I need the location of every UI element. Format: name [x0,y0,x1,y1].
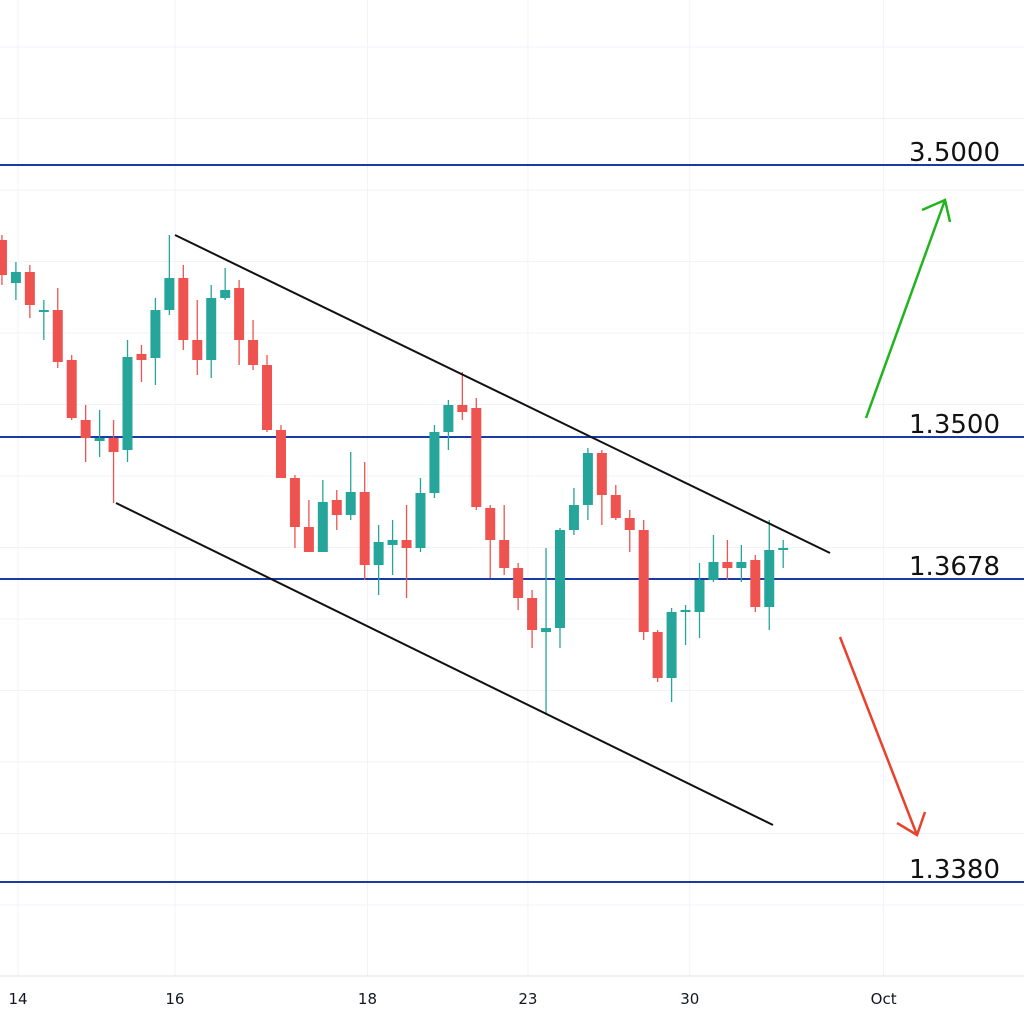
candle-body [401,540,412,548]
candle-body [708,562,719,580]
candle-body [178,278,189,340]
candle-body [289,478,300,527]
candle-body [680,610,691,612]
candle-body [638,530,649,632]
level-label: 3.5000 [909,138,1000,168]
x-tick-label: 30 [680,990,699,1008]
candle-body [764,550,775,607]
candles [0,235,789,715]
candle-body [485,508,496,540]
candle-body [527,598,538,630]
candle-body [429,432,440,493]
candle-body [317,502,328,552]
candle-body [66,360,77,418]
candle-body [499,540,510,568]
candle-body [750,560,761,607]
candle-body [373,542,384,565]
candle-body [164,278,175,310]
candle-body [206,298,217,360]
candle-body [136,354,147,360]
candle-body [248,340,259,365]
level-label: 1.3500 [909,410,1000,440]
candle-body [443,405,454,432]
x-axis-labels: 14 16 18 23 30 Oct [8,990,896,1008]
candle-body [457,405,468,412]
candle-body [359,492,370,565]
candle-body [234,288,245,340]
candle-body [220,290,231,298]
candle-body [387,540,398,545]
candle-body [568,505,579,530]
candle-body [192,340,203,360]
candle-body [150,310,161,358]
candle-body [80,420,91,438]
candle-body [666,612,677,678]
x-tick-label: Oct [871,990,897,1008]
candle-body [275,430,286,478]
arrow-up [864,198,952,419]
candle-body [513,568,524,598]
x-tick-label: 16 [165,990,184,1008]
candle-body [652,632,663,678]
arrow-down [838,636,927,837]
channel-upper [174,234,831,554]
candle-body [52,310,63,362]
x-tick-label: 14 [8,990,27,1008]
candle-body [736,562,747,568]
candle-body [331,500,342,515]
candle-body [610,495,621,518]
candle-body [262,365,273,430]
candle-body [10,272,21,283]
candle-body [415,493,426,548]
candle-body [778,548,789,550]
candle-body [303,527,314,552]
x-tick-label: 18 [358,990,377,1008]
candle-body [94,438,105,441]
candle-body [722,562,733,568]
level-label: 1.3380 [909,855,1000,885]
candle-body [122,357,133,450]
candle-body [345,492,356,515]
candle-body [582,453,593,505]
candle-body [24,272,35,305]
candle-body [624,518,635,530]
levels: 3.5000 1.3500 1.3678 1.3380 [0,138,1024,885]
candle-body [541,628,552,632]
channel-lower [115,502,774,826]
grid [0,0,1024,976]
candle-body [108,438,119,452]
level-label: 1.3678 [909,552,1000,582]
x-tick-label: 23 [518,990,537,1008]
candle-body [596,453,607,495]
candle-body [554,530,565,628]
candle-body [694,580,705,612]
candle-body [0,240,7,275]
candle-body [38,310,49,312]
candle-body [471,408,482,507]
